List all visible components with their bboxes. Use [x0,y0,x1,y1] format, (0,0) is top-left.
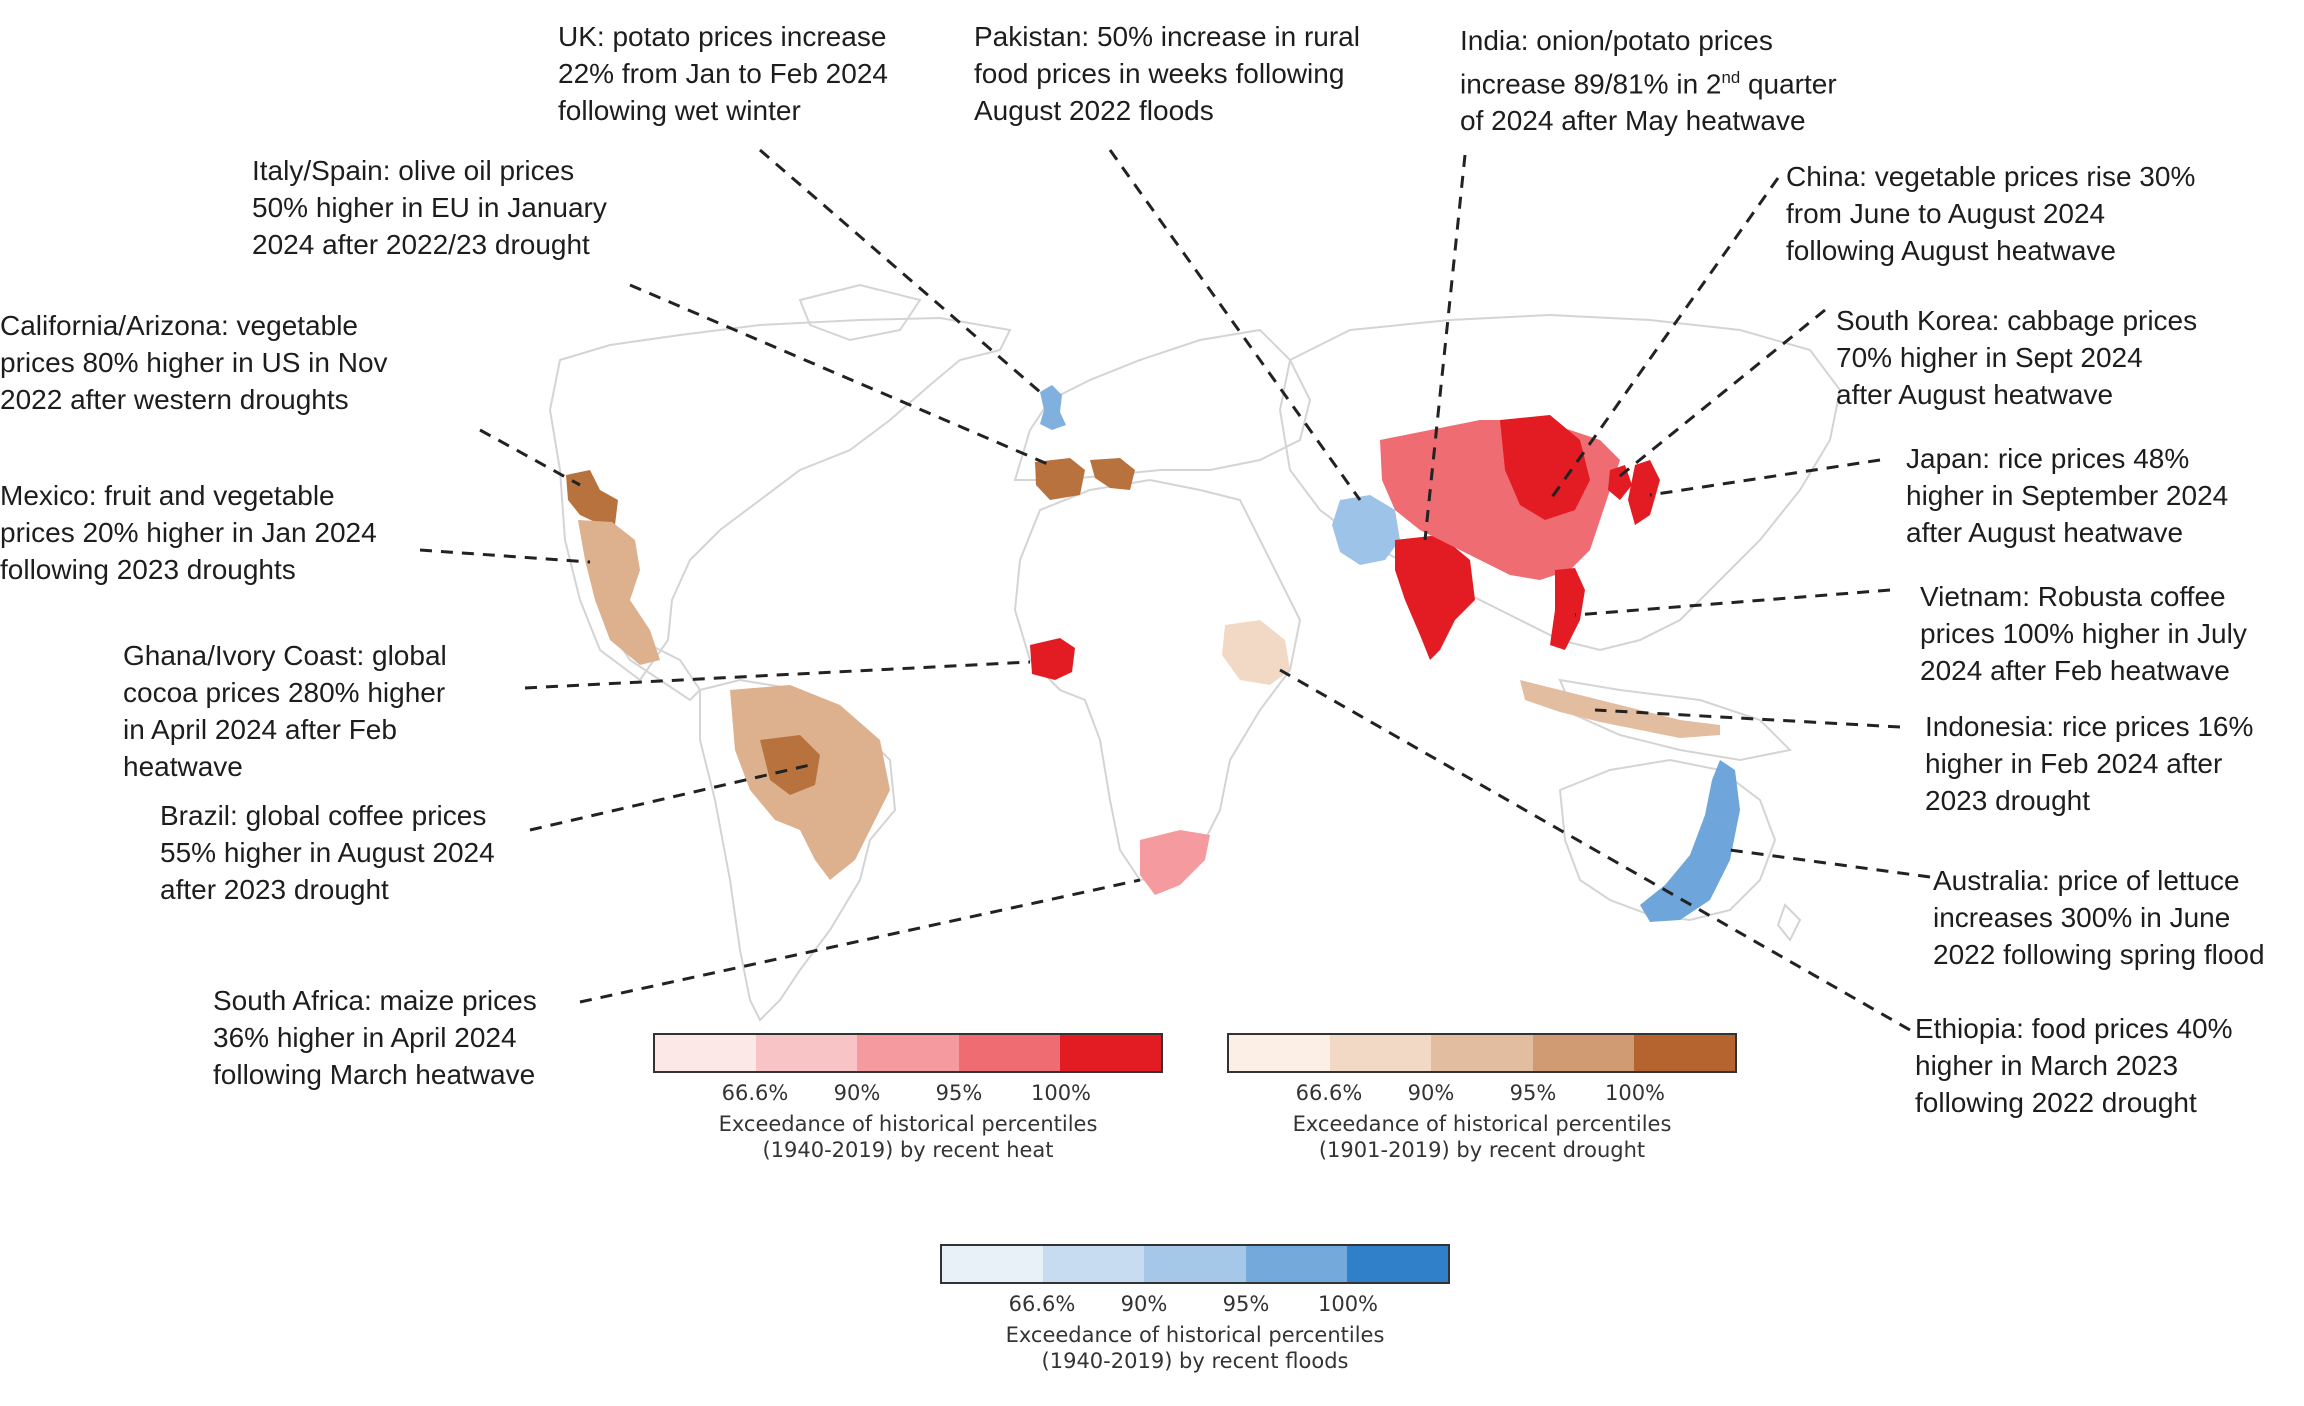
drought-region-california [566,470,618,525]
legend-floods-swatch [1043,1246,1145,1282]
leader-line-california [479,428,581,487]
callout-brazil: Brazil: global coffee prices 55% higher … [160,800,495,905]
legend-heat-swatch [1059,1035,1162,1071]
legend-floods-swatch [1245,1246,1347,1282]
legend-heat-swatch [756,1035,858,1071]
callout-china: China: vegetable prices rise 30% from Ju… [1786,161,2196,266]
legend-floods-caption: Exceedance of historical percentiles (19… [1005,1323,1385,1373]
heat-region-india [1395,535,1475,660]
legend-drought-tick: 100% [1604,1081,1666,1105]
heat-region-south-africa [1140,830,1210,895]
legend-floods-swatch [1346,1246,1449,1282]
legend-drought-colorbar [1227,1033,1737,1073]
legend-floods-ticks: 66.6% 90% 95% 100% [940,1284,1450,1322]
callout-mexico: Mexico: fruit and vegetable prices 20% h… [0,480,377,585]
leader-line-vietnam [1574,588,1891,617]
leader-line-ethiopia [1279,668,1911,1032]
legend-drought-swatch [1532,1035,1634,1071]
callout-ethiopia: Ethiopia: food prices 40% higher in Marc… [1915,1013,2233,1118]
legend-drought-ticks: 66.6% 90% 95% 100% [1227,1073,1737,1111]
legend-floods-tick: 66.6% [1008,1292,1076,1316]
australia-outline [1558,758,1777,922]
leader-line-uk [759,148,1041,394]
legend-drought-caption: Exceedance of historical percentiles (19… [1292,1112,1672,1162]
legend-drought-swatch [1431,1035,1533,1071]
legend-floods-swatch [1144,1246,1246,1282]
leader-line-pakistan [1108,149,1362,501]
callout-india: India: onion/potato prices increase 89/8… [1460,25,1837,137]
legend-heat-swatch [958,1035,1060,1071]
legend-drought-swatch [1330,1035,1432,1071]
flood-region-pakistan [1332,495,1400,565]
legend-heat-caption: Exceedance of historical percentiles (19… [718,1112,1098,1162]
legend-drought-swatch [1633,1035,1736,1071]
leader-line-japan [1649,458,1881,497]
europe-outline [1013,328,1312,481]
callout-japan: Japan: rice prices 48% higher in Septemb… [1906,443,2229,548]
leader-lines [419,148,1931,1032]
drought-region-brazil-core [760,735,820,795]
leader-line-indonesia [1594,708,1901,729]
north-america-outline [548,316,1012,682]
heat-region-south-korea [1608,465,1632,500]
legend-drought-swatch [1229,1035,1331,1071]
drought-region-mexico [578,520,660,665]
legend-drought-tick: 66.6% [1295,1081,1363,1105]
drought-regions [566,458,1720,880]
drought-region-ethiopia [1222,620,1290,685]
leader-line-india [1423,154,1467,541]
drought-region-spain-italy [1035,458,1135,500]
flood-region-uk [1040,385,1066,430]
callout-uk: UK: potato prices increase 22% from Jan … [558,21,888,126]
legend-heat-swatch [857,1035,959,1071]
flood-region-australia [1640,760,1740,922]
legend-heat: 66.6% 90% 95% 100% Exceedance of histori… [653,1033,1163,1163]
callout-california: California/Arizona: vegetable prices 80%… [0,310,388,415]
heat-regions [1030,415,1660,895]
legend-floods-tick: 95% [1222,1292,1270,1316]
greenland-outline [798,283,922,342]
leader-line-china [1548,177,1780,501]
callout-australia: Australia: price of lettuce increases 30… [1933,865,2265,970]
legend-heat-tick: 90% [833,1081,881,1105]
legend-heat-ticks: 66.6% 90% 95% 100% [653,1073,1163,1111]
leader-line-south-africa [579,878,1141,1004]
legend-drought: 66.6% 90% 95% 100% Exceedance of histori… [1227,1033,1737,1163]
callout-pakistan: Pakistan: 50% increase in rural food pri… [974,21,1360,126]
legend-drought-tick: 95% [1509,1081,1557,1105]
leader-line-brazil [529,763,811,832]
new-zealand-outline [1776,903,1802,942]
flood-regions [1040,385,1740,922]
heat-region-vietnam [1550,568,1585,650]
legend-floods-colorbar [940,1244,1450,1284]
legend-floods-tick: 90% [1120,1292,1168,1316]
callout-indonesia: Indonesia: rice prices 16% higher in Feb… [1925,711,2254,816]
legend-heat-tick: 95% [935,1081,983,1105]
leader-line-australia [1729,848,1931,879]
leader-line-south-korea [1614,308,1826,482]
heat-region-japan [1628,460,1660,525]
legend-heat-tick: 100% [1030,1081,1092,1105]
callout-south-africa: South Africa: maize prices 36% higher in… [213,985,537,1090]
maritime-se-asia-outline [1558,678,1793,762]
legend-floods-swatch [942,1246,1044,1282]
leader-line-ghana [524,660,1031,690]
legend-floods-tick: 100% [1317,1292,1379,1316]
legend-drought-tick: 90% [1407,1081,1455,1105]
heat-region-china-core [1500,415,1590,520]
legend-heat-colorbar [653,1033,1163,1073]
leader-line-mexico [419,548,591,564]
heat-region-ghana-ivory-coast [1030,638,1075,680]
callout-ghana: Ghana/Ivory Coast: global cocoa prices 2… [123,640,447,782]
legend-heat-swatch [655,1035,757,1071]
legend-heat-tick: 66.6% [721,1081,789,1105]
callout-vietnam: Vietnam: Robusta coffee prices 100% high… [1920,581,2247,686]
drought-region-indonesia [1520,680,1720,738]
leader-line-italy-spain [629,283,1051,467]
callout-italy-spain: Italy/Spain: olive oil prices 50% higher… [252,155,607,260]
callout-south-korea: South Korea: cabbage prices 70% higher i… [1836,305,2198,410]
legend-floods: 66.6% 90% 95% 100% Exceedance of histori… [940,1244,1450,1374]
